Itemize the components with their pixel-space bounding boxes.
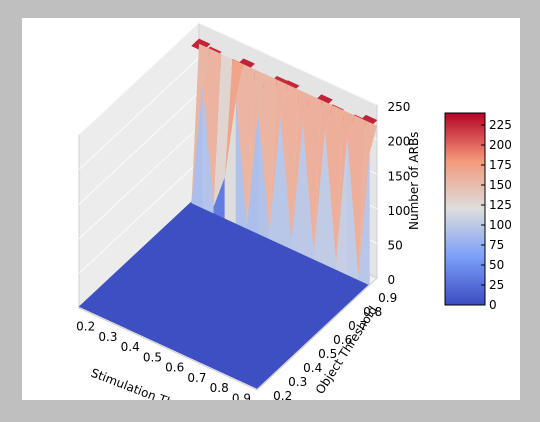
y-tick-label: 0.9	[378, 291, 397, 305]
surface-ridge-face	[280, 84, 300, 243]
colorbar-tick-label: 75	[489, 238, 504, 252]
z-tick-label: 250	[387, 100, 410, 114]
x-tick-label: 0.7	[187, 371, 206, 385]
z-tick-label: 0	[387, 273, 395, 287]
surface-ridge-face	[247, 69, 266, 226]
y-tick-label: 0.2	[273, 389, 292, 400]
surface-ridge-face	[236, 64, 255, 226]
z-tick-label: 100	[387, 204, 410, 218]
z-axis-label: Number of ARBs	[407, 132, 421, 230]
x-tick-label: 0.2	[76, 320, 95, 334]
surface-mesh	[78, 38, 378, 389]
axis-ticks: 0.20.30.40.50.60.70.80.9 0.20.30.40.50.60…	[76, 100, 410, 400]
y-tick-label: 0.5	[318, 347, 337, 361]
y-tick-label: 0.4	[303, 361, 322, 375]
surface-ridge-face	[202, 48, 222, 207]
z-tick-label: 50	[387, 238, 402, 252]
surface-ridge-face	[191, 43, 211, 203]
surface-ridge-face	[224, 59, 244, 177]
z-tick-label: 200	[387, 135, 410, 149]
x-tick-label: 0.3	[98, 330, 117, 344]
y-tick-label: 0.6	[333, 333, 352, 347]
surface-ridge-face	[358, 120, 377, 277]
y-tick-label: 0.8	[363, 305, 382, 319]
surface-ridge-face	[213, 54, 233, 207]
y-tick-label: 0.7	[348, 319, 367, 333]
z-tick-label: 150	[387, 169, 410, 183]
surface-ridge-face	[302, 95, 322, 253]
surface-ridge-face	[258, 74, 277, 232]
colorbar-tick-label: 175	[489, 158, 512, 172]
x-tick-label: 0.4	[121, 340, 140, 354]
colorbar-tick-label: 100	[489, 218, 512, 232]
colorbar-tick-label: 125	[489, 198, 512, 212]
colorbar-tick-label: 150	[489, 178, 512, 192]
x-tick-label: 0.5	[143, 350, 162, 364]
colorbar-ticks: 0 25 50 75 100 125 150 175 200 225	[481, 118, 512, 312]
surface-chart: 0.20.30.40.50.60.70.80.9 0.20.30.40.50.60…	[76, 21, 512, 400]
x-tick-label: 0.8	[210, 381, 229, 395]
x-tick-label: 0.9	[232, 391, 251, 400]
surface-ridge-face	[269, 79, 288, 232]
colorbar-tick-label: 50	[489, 258, 504, 272]
gridline-z	[78, 22, 378, 136]
x-tick-label: 0.6	[165, 361, 184, 375]
surface-ridge-face	[325, 105, 344, 263]
surface-ridge-face	[347, 115, 366, 277]
surface-ridge-face	[313, 100, 333, 253]
surface-ridge-face	[291, 89, 311, 243]
colorbar	[444, 112, 486, 306]
figure-canvas: 0.2 0.3 0.4 0.5 0.6 0.7 0.8 0.9 0.2 0.3 0.4 0.5 0.6 0…	[22, 18, 520, 400]
colorbar-tick-label: 25	[489, 278, 504, 292]
surface-ridge-face	[336, 110, 355, 263]
colorbar-tick-label: 225	[489, 118, 512, 132]
colorbar-tick-label: 0	[489, 298, 497, 312]
colorbar-tick-label: 200	[489, 138, 512, 152]
y-tick-label: 0.3	[288, 375, 307, 389]
